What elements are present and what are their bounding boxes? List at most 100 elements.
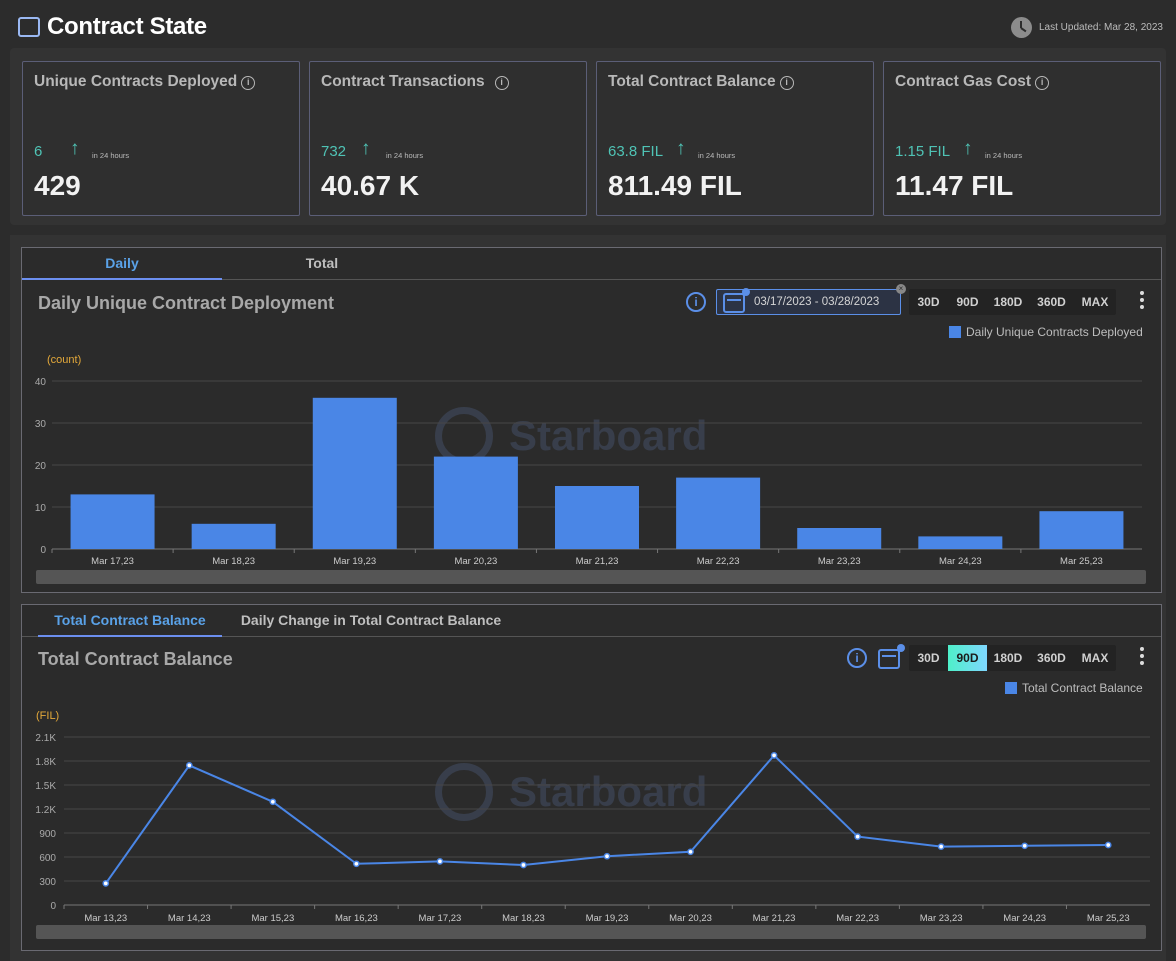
x-tick-label: Mar 22,23 <box>836 913 879 924</box>
range-max[interactable]: MAX <box>1081 651 1109 665</box>
bar <box>676 477 761 549</box>
clear-date-icon[interactable]: × <box>896 284 906 294</box>
watermark-text: Starboard <box>509 768 708 815</box>
x-tick-label: Mar 16,23 <box>335 913 378 924</box>
x-tick-label: Mar 18,23 <box>502 913 545 924</box>
y-axis-unit: (count) <box>47 354 82 366</box>
stat-value: 11.47 FIL <box>895 170 1014 201</box>
x-tick-label: Mar 22,23 <box>697 556 740 567</box>
total-balance-panel: Total Contract Balance Daily Change in T… <box>21 604 1162 951</box>
range-360d[interactable]: 360D <box>1037 651 1066 665</box>
tab-daily[interactable]: Daily <box>22 248 222 280</box>
bar-chart: 0 10 20 30 40 Mar 17,23 Mar 18,23 Mar 19,23 Mar … <box>35 377 1142 567</box>
chart-legend[interactable]: Total Contract Balance <box>1005 681 1143 695</box>
date-range-text: 03/17/2023 - 03/28/2023 <box>754 296 880 308</box>
arrow-up-icon: ↑ <box>676 138 686 159</box>
more-options-icon[interactable] <box>1140 647 1144 668</box>
bar <box>918 536 1003 549</box>
stat-label: Contract Transactions i <box>321 73 509 91</box>
info-icon[interactable]: i <box>241 76 256 90</box>
info-icon[interactable]: i <box>494 76 509 90</box>
x-tick-label: Mar 17,23 <box>91 556 134 567</box>
page-header: Contract State Last Updated: Mar 28, 202… <box>0 0 1176 52</box>
range-180d[interactable]: 180D <box>993 651 1023 665</box>
y-tick-label: 600 <box>39 853 56 864</box>
panel-tabs: Daily Total <box>22 248 1161 280</box>
bar <box>797 528 882 549</box>
range-30d[interactable]: 30D <box>917 651 940 665</box>
legend-swatch <box>1005 682 1017 694</box>
x-tick-label: Mar 20,23 <box>454 556 497 567</box>
chart-scrollbar[interactable] <box>36 925 1146 939</box>
stat-period: in 24 hours <box>386 151 424 160</box>
tab-daily-change[interactable]: Daily Change in Total Contract Balance <box>240 612 502 628</box>
data-point <box>603 852 611 860</box>
x-tick-label: Mar 19,23 <box>586 913 629 924</box>
x-tick-label: Mar 25,23 <box>1087 913 1130 924</box>
range-90d[interactable]: 90D <box>948 645 987 671</box>
bar <box>312 397 397 549</box>
data-point <box>520 861 527 869</box>
x-tick-label: Mar 20,23 <box>669 913 712 924</box>
x-tick-label: Mar 21,23 <box>753 913 796 924</box>
series-line <box>104 753 1109 884</box>
range-30d[interactable]: 30D <box>917 295 940 309</box>
stat-card-total-balance: Total Contract Balance i 63.8 FIL ↑ in 24… <box>596 61 874 216</box>
x-tick-label: Mar 23,23 <box>920 913 963 924</box>
data-point <box>185 762 193 769</box>
range-180d[interactable]: 180D <box>993 295 1023 309</box>
range-selector: 30D 90D 180D 360D MAX <box>909 645 1116 671</box>
x-tick-label: Mar 17,23 <box>419 913 462 924</box>
data-point <box>937 843 945 850</box>
stat-label: Contract Gas Cost i <box>895 73 1050 91</box>
stat-label: Unique Contracts Deployed i <box>34 73 256 91</box>
stat-period: in 24 hours <box>92 151 130 160</box>
data-point <box>687 848 694 856</box>
more-options-icon[interactable] <box>1140 291 1144 312</box>
y-tick-label: 0 <box>40 545 46 556</box>
y-tick-label: 900 <box>39 829 56 840</box>
data-point <box>436 858 444 865</box>
stat-value: 429 <box>34 170 81 201</box>
y-tick-label: 30 <box>35 419 47 430</box>
x-tick-label: Mar 24,23 <box>1003 913 1046 924</box>
stat-card-contract-transactions: Contract Transactions i 732 ↑ in 24 hours… <box>309 61 587 216</box>
stat-value: 811.49 FIL <box>608 170 742 201</box>
daily-deployment-panel: Daily Total Daily Unique Contract Deploy… <box>21 247 1162 593</box>
arrow-up-icon: ↑ <box>963 138 973 159</box>
arrow-up-icon: ↑ <box>361 138 371 159</box>
y-tick-label: 300 <box>39 877 56 888</box>
range-360d[interactable]: 360D <box>1037 295 1066 309</box>
bar <box>191 523 276 549</box>
info-icon[interactable]: i <box>779 76 794 90</box>
stats-section: Unique Contracts Deployed i 6 ↑ in 24 hou… <box>10 48 1166 225</box>
last-updated: Last Updated: Mar 28, 2023 <box>1039 22 1163 33</box>
range-selector: 30D 90D 180D 360D MAX <box>909 289 1116 315</box>
chart-scrollbar[interactable] <box>36 570 1146 584</box>
chart-title: Daily Unique Contract Deployment <box>38 293 335 313</box>
stat-delta: 63.8 FIL <box>608 143 664 160</box>
data-point <box>1104 841 1112 849</box>
bar <box>433 456 518 549</box>
info-icon[interactable]: i <box>1035 76 1050 90</box>
stat-period: in 24 hours <box>985 151 1023 160</box>
calendar-icon[interactable] <box>878 644 905 669</box>
y-tick-label: 2.1K <box>35 733 56 744</box>
info-icon[interactable]: i <box>847 648 867 668</box>
stat-card-gas-cost: Contract Gas Cost i 1.15 FIL ↑ in 24 hour… <box>883 61 1161 216</box>
range-max[interactable]: MAX <box>1081 295 1109 309</box>
chart-legend[interactable]: Daily Unique Contracts Deployed <box>949 325 1143 339</box>
tab-total[interactable]: Total <box>305 255 339 271</box>
stat-delta: 732 <box>321 143 347 160</box>
range-90d[interactable]: 90D <box>956 295 979 309</box>
stat-delta: 6 <box>34 143 43 160</box>
info-icon[interactable]: i <box>686 292 706 312</box>
data-point <box>102 880 110 887</box>
line-chart: 0 300 600 900 1.2K 1.5K 1.8K 2.1K Mar 13,23 Mar 1… <box>35 733 1150 924</box>
data-point <box>353 860 360 868</box>
data-point <box>269 798 277 806</box>
stat-value: 40.67 K <box>321 170 420 201</box>
watermark-logo <box>435 763 493 821</box>
date-range-picker[interactable]: 03/17/2023 - 03/28/2023 × <box>716 284 906 315</box>
tab-total-contract-balance[interactable]: Total Contract Balance <box>38 605 222 637</box>
